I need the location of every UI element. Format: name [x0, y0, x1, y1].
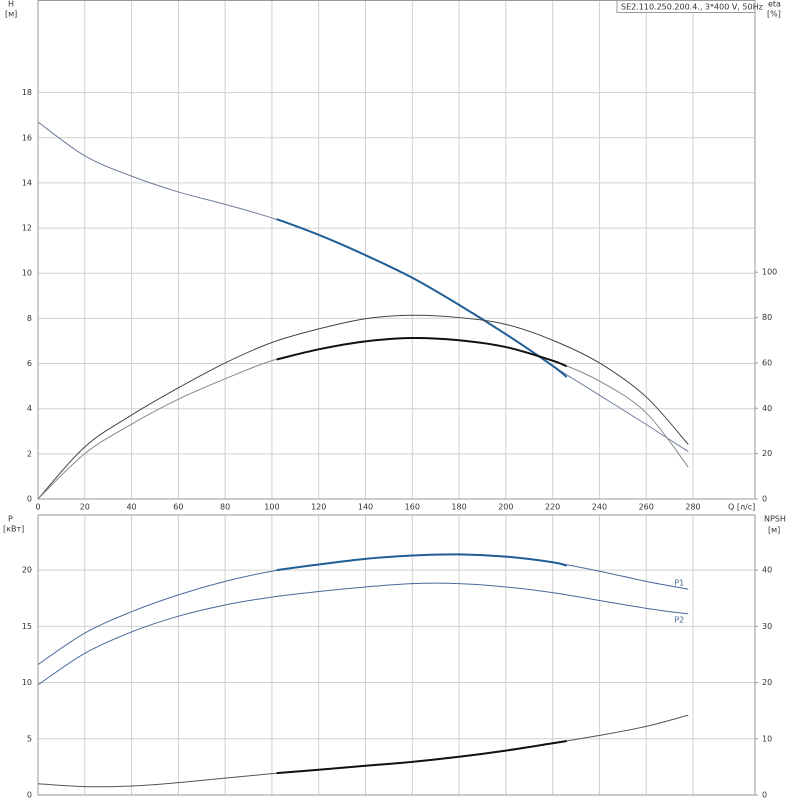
y-tick-label: 0	[27, 495, 32, 504]
x-tick-label: 160	[405, 503, 420, 512]
curve	[37, 337, 689, 500]
y2-tick-label: 10	[762, 734, 772, 743]
curve	[37, 553, 689, 665]
x-tick-label: 240	[592, 503, 607, 512]
y2-tick-label: 30	[762, 622, 772, 631]
x-tick-label: 140	[358, 503, 373, 512]
x-tick-label: 280	[685, 503, 700, 512]
y2-tick-label: 20	[762, 678, 772, 687]
y2-unit: [м]	[768, 526, 780, 535]
x-tick-label: 100	[264, 503, 279, 512]
y-tick-label: 14	[22, 178, 32, 187]
y-tick-label: 6	[27, 359, 32, 368]
y2-tick-label: 0	[762, 791, 767, 800]
curve	[276, 553, 567, 572]
y-label: H	[8, 0, 14, 9]
y-tick-label: 15	[22, 622, 32, 631]
y2-tick-label: 20	[762, 449, 772, 458]
y2-tick-label: 60	[762, 358, 772, 367]
title-box	[616, 0, 756, 13]
y2-unit: [%]	[767, 10, 781, 19]
y2-tick-label: 0	[762, 495, 767, 504]
x-tick-label: 220	[545, 503, 560, 512]
y-tick-label: 10	[22, 678, 32, 687]
y-tick-label: 0	[27, 791, 32, 800]
curve-label: P2	[674, 615, 684, 624]
x-tick-label: 80	[220, 503, 230, 512]
y-label: P	[8, 515, 13, 524]
top-frame	[37, 0, 756, 500]
x-tick-label: 40	[126, 503, 136, 512]
y2-tick-label: 100	[762, 268, 777, 277]
chart-title: SE2.110.250.200.4., 3*400 V, 50Hz	[621, 3, 763, 12]
x-tick-label: 260	[639, 503, 654, 512]
curve-label: P1	[674, 579, 684, 588]
curve	[276, 740, 567, 775]
x-tick-label: 120	[311, 503, 326, 512]
y-tick-label: 12	[22, 224, 32, 233]
y2-label: NPSH	[764, 515, 786, 524]
curve	[37, 582, 689, 686]
curve	[37, 121, 689, 453]
curve	[276, 218, 568, 378]
bottom-frame	[37, 514, 756, 796]
y2-tick-label: 40	[762, 404, 772, 413]
x-tick-label: 200	[498, 503, 513, 512]
x-tick-label: 0	[35, 503, 40, 512]
x-tick-label: 60	[173, 503, 183, 512]
x-label: Q [л/с]	[728, 503, 755, 512]
y-tick-label: 16	[22, 133, 32, 142]
y-tick-label: 18	[22, 88, 32, 97]
y-tick-label: 10	[22, 269, 32, 278]
curve	[37, 314, 689, 500]
y-tick-label: 20	[22, 566, 32, 575]
curve	[37, 714, 689, 788]
y2-tick-label: 40	[762, 566, 772, 575]
y-unit: [м]	[5, 10, 17, 19]
y-tick-label: 4	[27, 404, 32, 413]
curve	[276, 336, 568, 368]
y2-label: eta	[768, 0, 781, 9]
x-tick-label: 180	[451, 503, 466, 512]
y-tick-label: 2	[27, 449, 32, 458]
x-tick-label: 20	[80, 503, 90, 512]
y-tick-label: 5	[27, 734, 32, 743]
y-tick-label: 8	[27, 314, 32, 323]
y-unit: [кВт]	[3, 525, 24, 534]
y2-tick-label: 80	[762, 313, 772, 322]
